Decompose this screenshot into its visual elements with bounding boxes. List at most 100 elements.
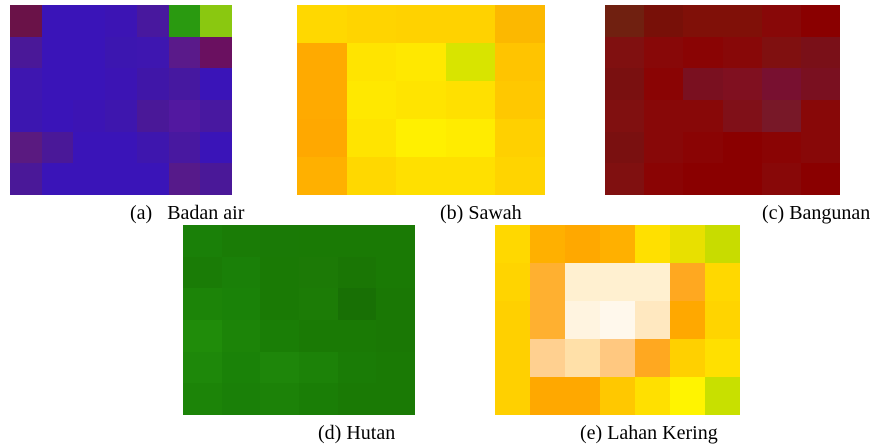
pixel — [635, 225, 670, 263]
pixel — [605, 163, 644, 195]
pixel — [723, 163, 762, 195]
pixel — [600, 377, 635, 415]
pixel — [605, 68, 644, 100]
pixel — [105, 100, 137, 132]
pixel — [376, 320, 415, 352]
pixel — [446, 81, 496, 119]
pixel — [376, 225, 415, 257]
pixel — [801, 37, 840, 69]
pixel — [605, 37, 644, 69]
pixel — [297, 81, 347, 119]
pixel — [347, 5, 397, 43]
pixel — [105, 37, 137, 69]
pixel — [644, 5, 683, 37]
pixel — [137, 100, 169, 132]
pixel — [670, 377, 705, 415]
pixel — [635, 339, 670, 377]
pixel — [530, 377, 565, 415]
pixel — [297, 157, 347, 195]
pixel — [762, 5, 801, 37]
pixel — [10, 163, 42, 195]
pixel — [200, 100, 232, 132]
pixel — [605, 100, 644, 132]
pixel — [446, 43, 496, 81]
pixel — [73, 163, 105, 195]
pixel — [338, 288, 377, 320]
pixel — [222, 352, 261, 384]
pixel — [530, 301, 565, 339]
pixel — [605, 5, 644, 37]
pixel — [299, 383, 338, 415]
pixel — [801, 132, 840, 164]
pixel — [183, 352, 222, 384]
pixel — [801, 5, 840, 37]
pixel — [299, 225, 338, 257]
pixel — [73, 132, 105, 164]
pixel — [705, 225, 740, 263]
pixel — [723, 100, 762, 132]
pixel — [297, 119, 347, 157]
pixel — [200, 68, 232, 100]
pixel — [105, 5, 137, 37]
pixel — [495, 263, 530, 301]
pixel — [565, 301, 600, 339]
pixel — [42, 68, 74, 100]
pixel — [801, 163, 840, 195]
pixel — [683, 163, 722, 195]
pixel — [183, 257, 222, 289]
pixel — [260, 320, 299, 352]
pixel — [297, 5, 347, 43]
pixel — [105, 132, 137, 164]
pixel — [169, 163, 201, 195]
pixel — [42, 132, 74, 164]
pixel — [169, 132, 201, 164]
pixel — [137, 37, 169, 69]
pixel — [42, 5, 74, 37]
pixel — [299, 352, 338, 384]
pixel — [762, 68, 801, 100]
pixel — [605, 132, 644, 164]
pixel — [644, 132, 683, 164]
pixel — [10, 5, 42, 37]
pixel — [801, 100, 840, 132]
pixel — [347, 157, 397, 195]
pixel — [105, 163, 137, 195]
pixel — [670, 225, 705, 263]
pixel — [183, 383, 222, 415]
pixel — [42, 37, 74, 69]
pixel — [376, 352, 415, 384]
pixel — [600, 225, 635, 263]
pixel — [222, 225, 261, 257]
pixel — [723, 5, 762, 37]
image-patch — [183, 225, 415, 415]
image-patch — [297, 5, 545, 195]
pixel — [338, 320, 377, 352]
pixel — [530, 263, 565, 301]
pixel — [222, 383, 261, 415]
pixel — [600, 263, 635, 301]
pixel — [376, 383, 415, 415]
pixel — [670, 301, 705, 339]
pixel — [670, 339, 705, 377]
pixel — [222, 257, 261, 289]
pixel — [530, 225, 565, 263]
image-patch — [10, 5, 232, 195]
pixel — [495, 301, 530, 339]
pixel — [260, 288, 299, 320]
pixel — [705, 301, 740, 339]
figure: (a) Badan air (b) Sawah (c) Bangunan (d)… — [0, 0, 883, 445]
pixel — [723, 37, 762, 69]
pixel — [495, 43, 545, 81]
pixel — [723, 68, 762, 100]
pixel — [705, 377, 740, 415]
pixel — [635, 377, 670, 415]
pixel — [670, 263, 705, 301]
pixel — [396, 81, 446, 119]
pixel — [297, 43, 347, 81]
pixel — [299, 320, 338, 352]
pixel — [762, 163, 801, 195]
pixel — [200, 132, 232, 164]
pixel — [73, 37, 105, 69]
pixel — [376, 288, 415, 320]
pixel — [73, 5, 105, 37]
